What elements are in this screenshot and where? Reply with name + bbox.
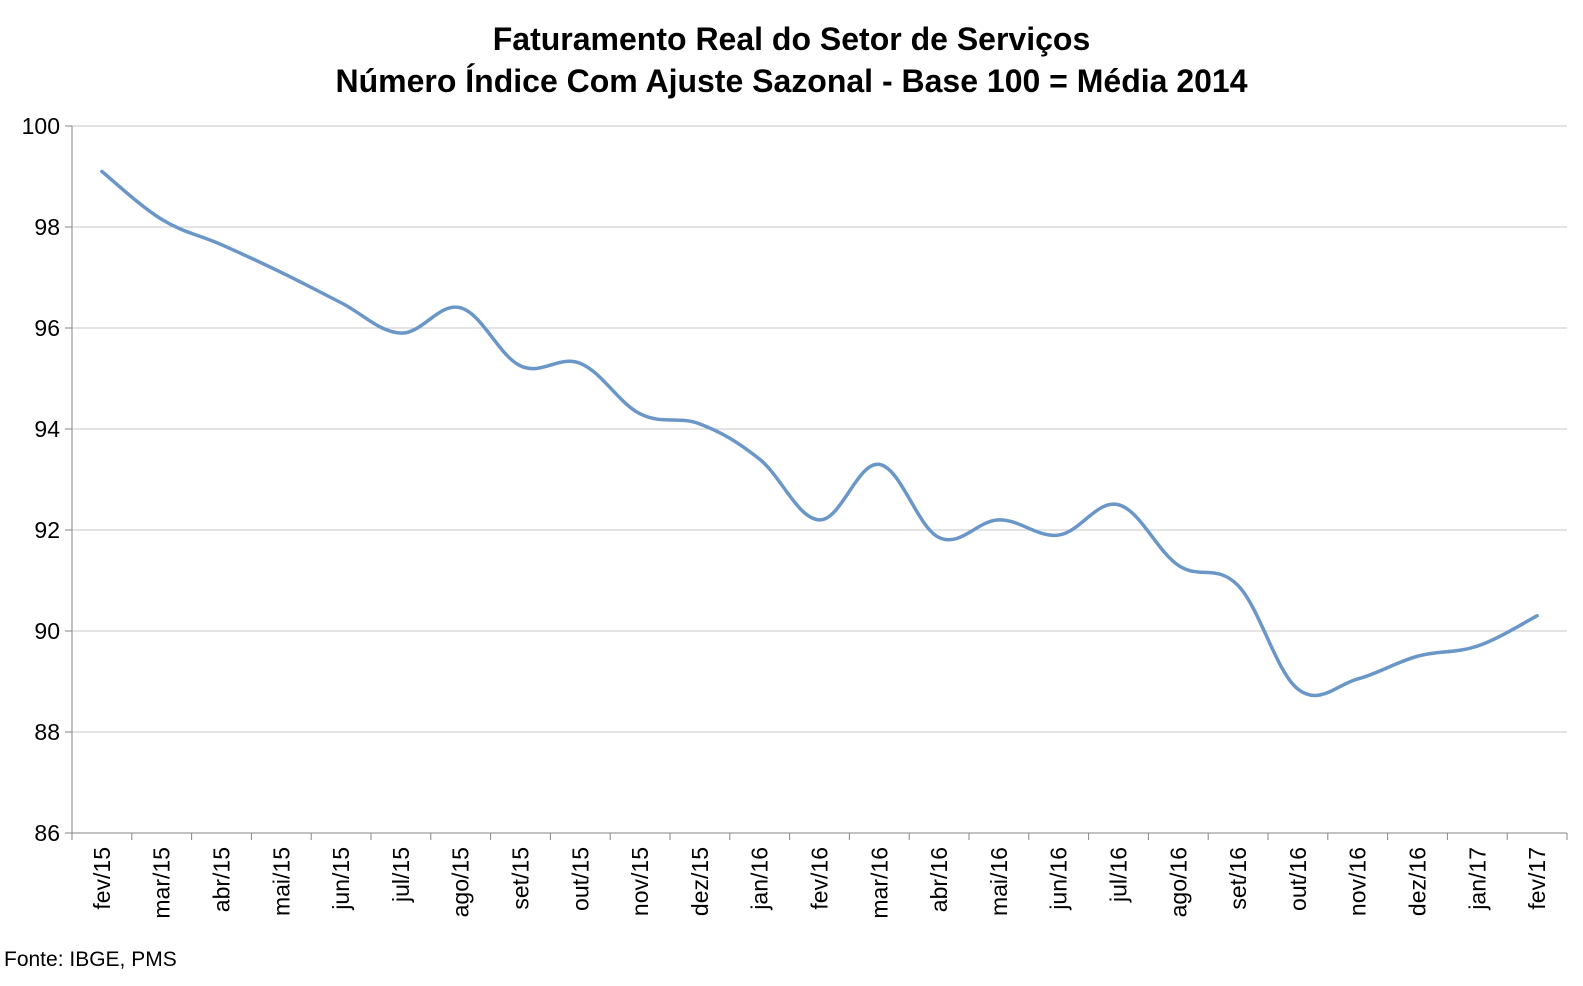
data-point-jan-16 (758, 457, 762, 461)
data-point-set-15 (519, 364, 523, 368)
x-tick-label: nov/15 (627, 847, 653, 916)
data-point-abr-15 (220, 243, 224, 247)
x-tick-label: dez/16 (1405, 847, 1431, 916)
x-tick-label: fev/17 (1524, 847, 1550, 910)
data-point-nov-15 (638, 412, 642, 416)
y-tick-label: 100 (22, 113, 60, 139)
data-point-mar-15 (160, 217, 164, 221)
data-point-dez-16 (1416, 654, 1420, 658)
x-tick-label: jun/15 (328, 847, 354, 911)
series-line (100, 169, 1539, 698)
data-point-jul-15 (399, 331, 403, 335)
data-point-out-15 (578, 361, 582, 365)
x-tick-label: out/16 (1285, 847, 1311, 911)
x-tick-label: jan/17 (1464, 847, 1490, 911)
x-tick-label: jul/16 (1106, 847, 1132, 903)
y-tick-label: 88 (34, 719, 60, 745)
x-tick-label: nov/16 (1345, 847, 1371, 916)
x-tick-label: dez/15 (687, 847, 713, 916)
gridlines (72, 125, 1567, 733)
data-point-mai-16 (997, 518, 1001, 522)
chart-title-block: Faturamento Real do Setor de Serviços Nú… (0, 18, 1583, 102)
y-tick-label: 92 (34, 517, 60, 543)
x-tick-label: mar/16 (866, 847, 892, 919)
x-tick-label: fev/16 (807, 847, 833, 910)
data-point-ago-15 (459, 306, 463, 310)
x-tick-label: ago/16 (1165, 847, 1191, 917)
data-point-mar-16 (877, 462, 881, 466)
data-point-jun-16 (1057, 533, 1061, 537)
y-tick-label: 94 (34, 416, 60, 442)
y-tick-label: 96 (34, 315, 60, 341)
x-tick-label: mai/16 (986, 847, 1012, 916)
data-point-set-16 (1236, 584, 1240, 588)
x-tick-label: abr/15 (209, 847, 235, 912)
data-point-dez-15 (698, 422, 702, 426)
data-point-abr-16 (937, 536, 941, 540)
data-point-nov-16 (1356, 677, 1360, 681)
source-note: Fonte: IBGE, PMS (4, 948, 177, 971)
x-axis-tick-labels: fev/15 mar/15 abr/15 mai/15 jun/15 jul/15 ago/… (89, 847, 1550, 919)
y-tick-label: 98 (34, 214, 60, 240)
axes (65, 125, 1568, 840)
data-point-fev-17 (1535, 614, 1539, 618)
x-tick-label: set/16 (1225, 847, 1251, 910)
y-tick-label: 90 (34, 618, 60, 644)
x-tick-label: mar/15 (149, 847, 175, 919)
x-tick-label: jul/15 (388, 847, 414, 903)
x-tick-label: mai/15 (268, 847, 294, 916)
x-tick-label: ago/15 (448, 847, 474, 917)
chart-subtitle: Número Índice Com Ajuste Sazonal - Base … (335, 63, 1248, 99)
data-point-jul-16 (1117, 503, 1121, 507)
data-point-fev-15 (100, 169, 104, 173)
data-point-jun-15 (339, 301, 343, 305)
data-point-ago-16 (1176, 563, 1180, 567)
x-tick-label: jun/16 (1046, 847, 1072, 911)
x-tick-label: fev/15 (89, 847, 115, 910)
y-axis-tick-labels: 86 88 90 92 94 96 98 100 (22, 113, 61, 846)
data-point-fev-16 (818, 518, 822, 522)
data-point-out-16 (1296, 687, 1300, 691)
x-tick-label: jan/16 (747, 847, 773, 911)
data-point-mai-15 (279, 270, 283, 274)
data-point-jan-17 (1475, 644, 1479, 648)
y-tick-label: 86 (34, 820, 60, 846)
series-layer (100, 169, 1539, 698)
chart-title: Faturamento Real do Setor de Serviços (492, 21, 1091, 57)
x-tick-label: abr/16 (926, 847, 952, 912)
x-tick-label: out/15 (567, 847, 593, 911)
x-tick-label: set/15 (508, 847, 534, 910)
